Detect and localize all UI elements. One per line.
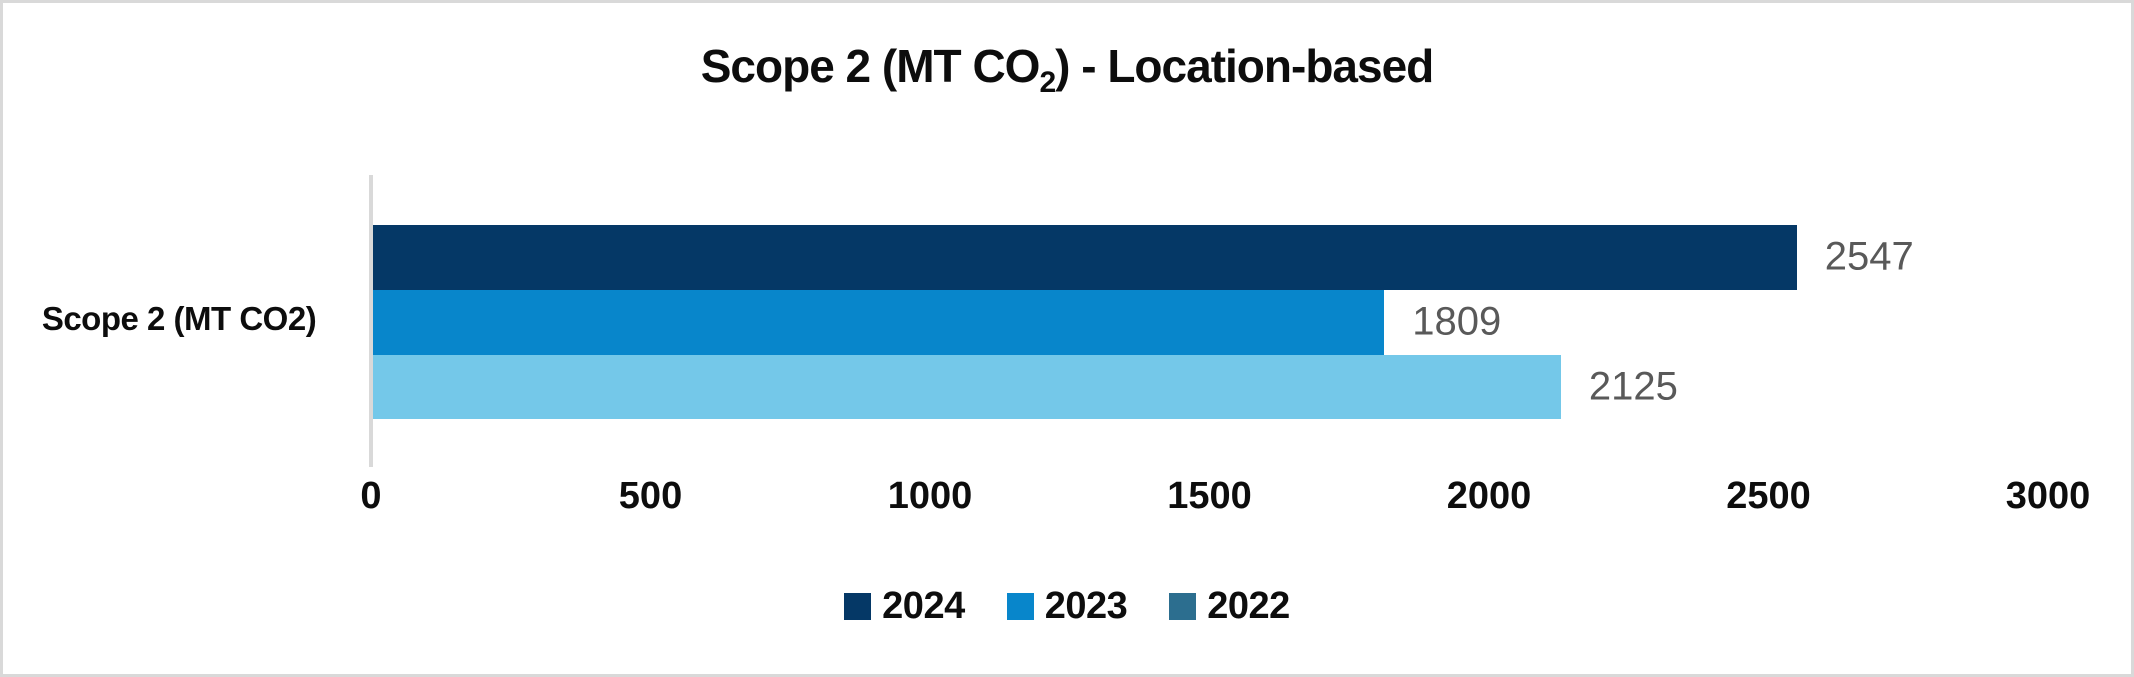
category-axis-line (369, 175, 373, 467)
legend: 2024 2023 2022 (3, 587, 2131, 625)
bar-2022 (373, 354, 1561, 420)
legend-label-2023: 2023 (1044, 585, 1128, 627)
x-tick-500: 500 (618, 475, 683, 517)
bar-2023 (373, 289, 1385, 355)
x-tick-2500: 2500 (1726, 475, 1811, 517)
legend-label-2024: 2024 (882, 585, 965, 627)
data-label-2024: 2547 (1824, 234, 1914, 279)
x-tick-3000: 3000 (2005, 475, 2091, 517)
legend-item-2022: 2022 (1169, 587, 1290, 625)
legend-swatch-2023 (1006, 592, 1034, 620)
legend-item-2023: 2023 (1006, 585, 1128, 627)
legend-label-2022: 2022 (1207, 585, 1290, 627)
chart-title-prefix: Scope 2 (MT CO (700, 40, 1041, 92)
chart-title-suffix: ) - Location-based (1055, 40, 1434, 92)
x-tick-2000: 2000 (1446, 475, 1532, 517)
x-tick-0: 0 (360, 475, 382, 517)
bar-2024 (373, 225, 1797, 290)
legend-swatch-2022 (1169, 592, 1197, 620)
x-tick-1000: 1000 (887, 475, 973, 517)
legend-item-2024: 2024 (844, 587, 965, 625)
x-tick-1500: 1500 (1167, 475, 1252, 517)
data-label-2023: 1809 (1412, 299, 1502, 344)
chart-title-subscript: 2 (1039, 66, 1056, 99)
data-label-2022: 2125 (1588, 364, 1678, 409)
chart-title: Scope 2 (MT CO2) - Location-based (3, 39, 2131, 98)
category-axis-label: Scope 2 (MT CO2) (41, 300, 317, 337)
legend-swatch-2024 (844, 592, 872, 620)
